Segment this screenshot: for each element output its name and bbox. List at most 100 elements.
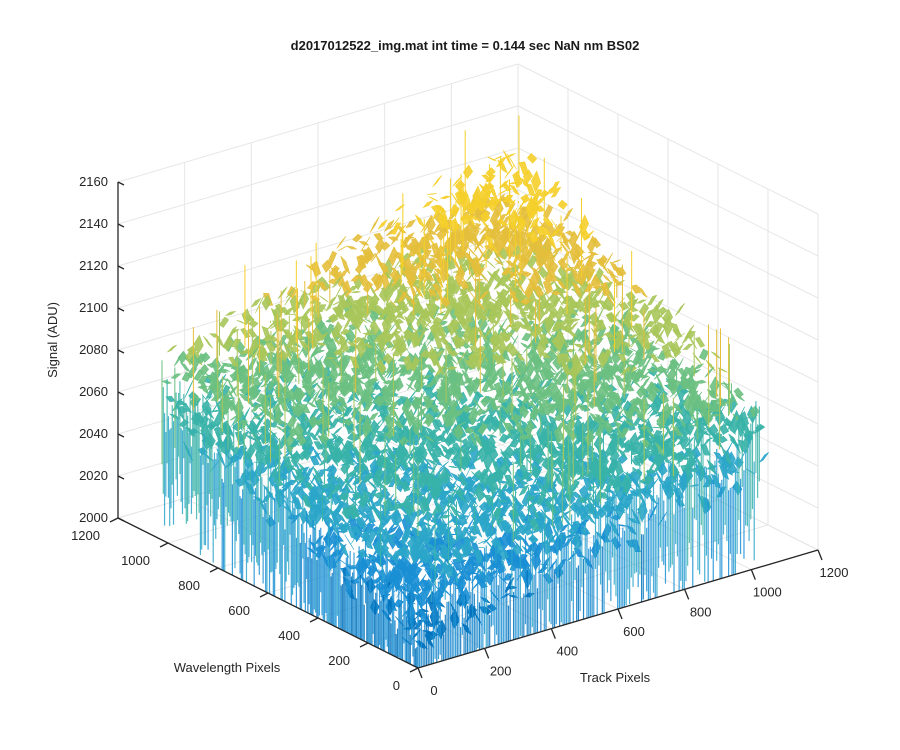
surface-patch [486,199,498,212]
surface-patch [502,332,514,341]
surface-patch [201,394,212,407]
surface-patch [704,366,715,378]
surface-patch [336,236,347,249]
surface-patch [461,322,472,333]
surface-patch [411,260,421,267]
surface-patch [461,622,473,636]
surface-patch [320,441,331,456]
surface-patch [366,353,378,364]
surface-patch [433,350,445,360]
surface-patch [409,333,420,349]
surface-patch [555,279,567,290]
surface-patch [600,281,611,297]
surface-patch [369,293,380,307]
surface-patch [221,420,232,436]
surface-patch [484,353,495,369]
surface-patch [675,303,685,316]
surface-patch [418,426,430,443]
surface-patch [401,396,412,417]
z-tick-mark [117,475,125,480]
surface-patch [557,199,568,210]
surface-patch [289,467,300,486]
surface-patch [434,253,446,270]
surface-patch [554,305,566,322]
surface-patch [425,466,436,470]
surface-patch [311,452,321,460]
surface-patch [563,208,573,222]
surface-patch [452,175,463,187]
surface-patch [406,272,418,288]
surface-patch [326,362,338,372]
surface-patch [228,356,239,367]
surface-patch [250,298,262,308]
surface-patch [496,355,507,364]
surface-patch [395,204,405,212]
surface-patch [280,306,291,316]
surface-patch [227,326,237,340]
surface-patch [508,346,519,358]
surface-patch [448,350,459,357]
surface-patch [521,332,532,342]
surface-patch [410,400,422,410]
surface-patch [405,408,416,428]
surface-patch [602,304,614,311]
surface-patch [340,460,351,475]
surface-patch [456,351,467,365]
surface-patch [286,388,298,402]
surface-patch [314,399,326,404]
surface-patch [550,186,562,198]
surface-patch [456,314,467,325]
surface-patch [308,415,319,429]
surface-patch [300,340,311,350]
wall-gridline-z [517,231,819,383]
surface-patch [597,281,608,297]
y-tick-label: 400 [278,628,300,643]
surface-patch [585,268,596,285]
surface-patch [420,350,431,359]
surface-patch [395,396,405,399]
surface-patch [616,266,627,277]
wall-gridline-z [117,105,519,225]
surface-patch [584,230,595,240]
x-tick-label: 800 [690,604,712,619]
surface-patch [390,222,402,235]
surface-patch [246,328,258,339]
surface-patch [380,241,391,251]
surface-patch [311,388,321,405]
surface-patch [285,374,297,384]
surface-patch [417,235,429,246]
surface-patch [333,282,344,301]
surface-patch [167,344,177,353]
surface-patch [698,348,710,361]
surface-patch [372,284,383,293]
surface-patch [559,250,571,265]
surface-patch [315,382,325,394]
wall-gridline-z [517,105,819,257]
surface-patch [320,334,331,347]
surface-patch [509,439,520,448]
surface-patch [373,232,384,241]
z-tick-label: 2120 [79,258,108,273]
surface-patch [608,272,619,278]
surface-patch [470,223,482,233]
surface-patch [224,310,237,317]
surface-patch [449,203,460,218]
surface-patch [294,392,306,398]
chart-title: d2017012522_img.mat int time = 0.144 sec… [291,38,640,53]
surface-patch [433,419,444,428]
surface-patch [304,466,315,481]
y-axis-label: Wavelength Pixels [174,660,281,675]
surface-patch [479,596,491,604]
surface-patch [304,390,315,409]
surface-patch [599,259,609,275]
y-tick-mark [309,617,319,623]
surface-patch [492,155,503,161]
surface-patch [541,295,552,311]
surface-patch [438,264,450,284]
surface-patch [436,327,447,337]
surface-patch [590,237,602,249]
surface-patch [296,433,307,446]
surface-patch [479,224,489,235]
surface-patch [397,291,408,303]
surface-patch [406,376,418,382]
